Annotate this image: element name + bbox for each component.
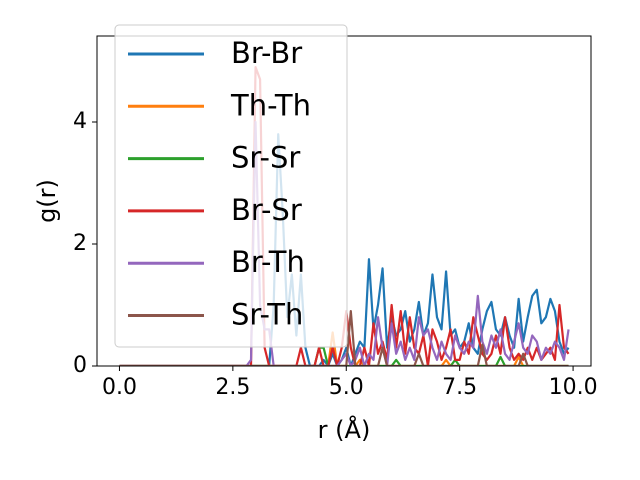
legend-label: Br-Th <box>231 245 305 279</box>
x-axis-label: r (Å) <box>318 415 371 444</box>
y-tick-label: 4 <box>73 109 87 134</box>
legend-label: Sr-Th <box>231 298 303 332</box>
x-tick-label: 5.0 <box>329 375 364 400</box>
y-tick-label: 2 <box>73 231 87 256</box>
x-tick-label: 10.0 <box>549 375 598 400</box>
legend-label: Br-Sr <box>231 193 302 227</box>
y-axis-label: g(r) <box>33 179 61 223</box>
legend-label: Sr-Sr <box>231 141 300 175</box>
line-series <box>119 133 570 366</box>
legend: Br-Br Th-Th Sr-Sr Br-Sr Br-Th Sr-Th <box>114 24 348 348</box>
legend-label: Br-Br <box>231 36 302 70</box>
x-tick-label: 7.5 <box>442 375 477 400</box>
legend-label: Th-Th <box>230 88 311 122</box>
y-tick-label: 0 <box>73 353 87 378</box>
x-tick-label: 0.0 <box>102 375 137 400</box>
x-tick-label: 2.5 <box>215 375 250 400</box>
line-series <box>119 120 570 366</box>
